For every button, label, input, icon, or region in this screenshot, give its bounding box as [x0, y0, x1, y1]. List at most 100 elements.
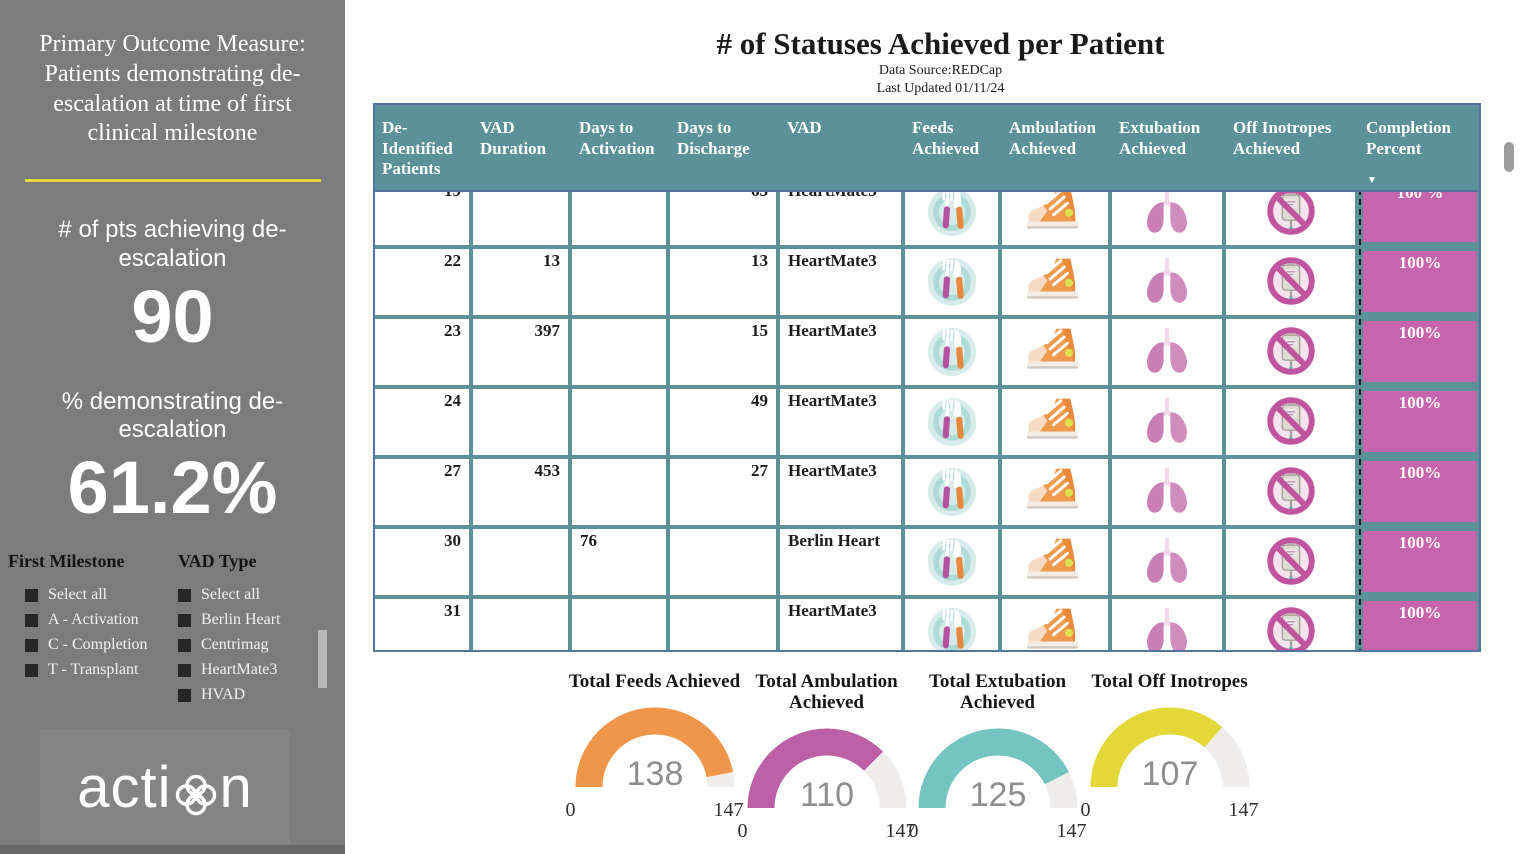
svg-text:125: 125 [969, 776, 1026, 814]
cell-feeds-achieved [905, 249, 998, 315]
pts-achieving-value: 90 [131, 274, 214, 358]
filter-item[interactable]: C - Completion [25, 636, 178, 654]
cell-completion-percent: 100% [1359, 319, 1479, 385]
filter-item[interactable]: T - Transplant [25, 661, 178, 679]
filter-item[interactable]: Centrimag [178, 636, 328, 654]
cell-extubation-achieved [1112, 529, 1222, 595]
table-row[interactable]: 30 76 Berlin Heart 100% [375, 529, 1479, 595]
page-scrollbar-thumb[interactable] [1504, 142, 1514, 172]
gauge-arc: 110 [742, 722, 912, 816]
completion-bar: 100% [1363, 461, 1477, 522]
table-row[interactable]: 31 HeartMate3 100% [375, 599, 1479, 650]
ambulation-icon [1026, 464, 1084, 519]
gauge-min-label: 0 [737, 819, 748, 842]
gauge-min-label: 0 [565, 798, 576, 821]
cell-patient-id: 24 [375, 389, 469, 455]
gauge-title: Total Ambulation Achieved [755, 671, 898, 713]
checkbox[interactable] [25, 663, 38, 677]
cell-patient-id: 27 [375, 459, 469, 525]
gauge-max-label: 147 [1056, 819, 1087, 842]
sort-descending-icon[interactable]: ▼ [1367, 174, 1377, 186]
gauge-arc: 107 [1085, 701, 1255, 795]
cell-days-to-activation [572, 389, 666, 455]
cell-days-to-activation: 76 [572, 529, 666, 595]
cell-extubation-achieved [1112, 599, 1222, 650]
ambulation-icon [1026, 254, 1084, 309]
gauge-min-label: 0 [1080, 798, 1091, 821]
cell-days-to-discharge: 63 [670, 192, 776, 245]
cell-ambulation-achieved [1002, 319, 1108, 385]
column-header-vad[interactable]: VAD [787, 118, 822, 137]
cell-patient-id: 31 [375, 599, 469, 650]
filter-item[interactable]: Select all [25, 586, 178, 604]
filter-item-label: Select all [48, 586, 108, 604]
vad-type-list-scrollbar[interactable] [318, 630, 327, 688]
table-row[interactable]: 27 453 27 HeartMate3 100% [375, 459, 1479, 525]
cell-vad-type: HeartMate3 [780, 599, 901, 650]
cell-days-to-discharge [670, 529, 776, 595]
extubation-icon [1140, 324, 1194, 383]
filter-item[interactable]: HeartMate3 [178, 661, 328, 679]
filter-item[interactable]: Berlin Heart [178, 611, 328, 629]
table-row[interactable]: 22 13 13 HeartMate3 100% [375, 249, 1479, 315]
ambulation-icon [1026, 604, 1084, 650]
table-row[interactable]: 19 63HeartMate3 100 % [375, 192, 1479, 245]
cell-days-to-activation [572, 319, 666, 385]
cell-ambulation-achieved [1002, 529, 1108, 595]
ambulation-icon [1026, 192, 1084, 239]
cell-feeds-achieved [905, 389, 998, 455]
cell-days-to-discharge: 15 [670, 319, 776, 385]
checkbox[interactable] [178, 663, 191, 677]
feeds-icon [925, 534, 979, 593]
cell-feeds-achieved [905, 459, 998, 525]
patient-status-table: De-Identified Patients VAD Duration Days t… [373, 103, 1481, 652]
cell-vad-duration: 397 [473, 319, 568, 385]
cell-vad-duration: 453 [473, 459, 568, 525]
cell-feeds-achieved [905, 599, 998, 650]
column-header-days-to-activation[interactable]: Days to Activation [579, 118, 655, 158]
gauge-title: Total Off Inotropes [1091, 671, 1248, 692]
column-header-extubation-achieved[interactable]: Extubation Achieved [1119, 118, 1201, 158]
table-row[interactable]: 23 397 15 HeartMate3 100% [375, 319, 1479, 385]
filter-item[interactable]: Select all [178, 586, 328, 604]
logo-text-left: acti [77, 755, 172, 820]
column-header-vad-duration[interactable]: VAD Duration [480, 118, 547, 158]
table-row[interactable]: 24 49 HeartMate3 100% [375, 389, 1479, 455]
cell-vad-duration [473, 529, 568, 595]
filter-item-label: HVAD [201, 686, 246, 704]
column-header-days-to-discharge[interactable]: Days to Discharge [677, 118, 750, 158]
column-header-de-identified-patients[interactable]: De-Identified Patients [382, 118, 453, 179]
cell-off-inotropes-achieved [1226, 459, 1355, 525]
column-header-off-inotropes-achieved[interactable]: Off Inotropes Achieved [1233, 118, 1332, 158]
cell-patient-id: 30 [375, 529, 469, 595]
checkbox[interactable] [25, 638, 38, 652]
cell-off-inotropes-achieved [1226, 529, 1355, 595]
checkbox[interactable] [178, 613, 191, 627]
filter-item[interactable]: HVAD [178, 686, 328, 704]
feeds-icon [925, 464, 979, 523]
column-header-completion-percent[interactable]: Completion Percent ▼ [1366, 118, 1451, 186]
yellow-divider [24, 179, 321, 182]
gauge-total-ambulation-achieved: Total Ambulation Achieved 110 0 147 [729, 671, 924, 843]
filter-item[interactable]: A - Activation [25, 611, 178, 629]
extubation-icon [1140, 464, 1194, 523]
pts-achieving-label: # of pts achieving de-escalation [58, 216, 287, 272]
checkbox[interactable] [25, 613, 38, 627]
checkbox[interactable] [178, 588, 191, 602]
feeds-icon [925, 324, 979, 383]
cell-patient-id: 19 [375, 192, 469, 245]
checkbox[interactable] [178, 638, 191, 652]
feeds-icon [925, 192, 979, 243]
filter-item-label: C - Completion [48, 636, 148, 654]
column-header-ambulation-achieved[interactable]: Ambulation Achieved [1009, 118, 1096, 158]
cell-vad-type: HeartMate3 [780, 192, 901, 245]
extubation-icon [1140, 604, 1194, 650]
gauges-section: Total Feeds Achieved 138 0 147 Total Ambulat… [345, 671, 1536, 854]
last-updated-label: Last Updated 01/11/24 [876, 81, 1005, 97]
cell-vad-type: HeartMate3 [780, 319, 901, 385]
checkbox[interactable] [178, 688, 191, 702]
extubation-icon [1140, 254, 1194, 313]
cell-extubation-achieved [1112, 389, 1222, 455]
checkbox[interactable] [25, 588, 38, 602]
column-header-feeds-achieved[interactable]: Feeds Achieved [912, 118, 980, 158]
